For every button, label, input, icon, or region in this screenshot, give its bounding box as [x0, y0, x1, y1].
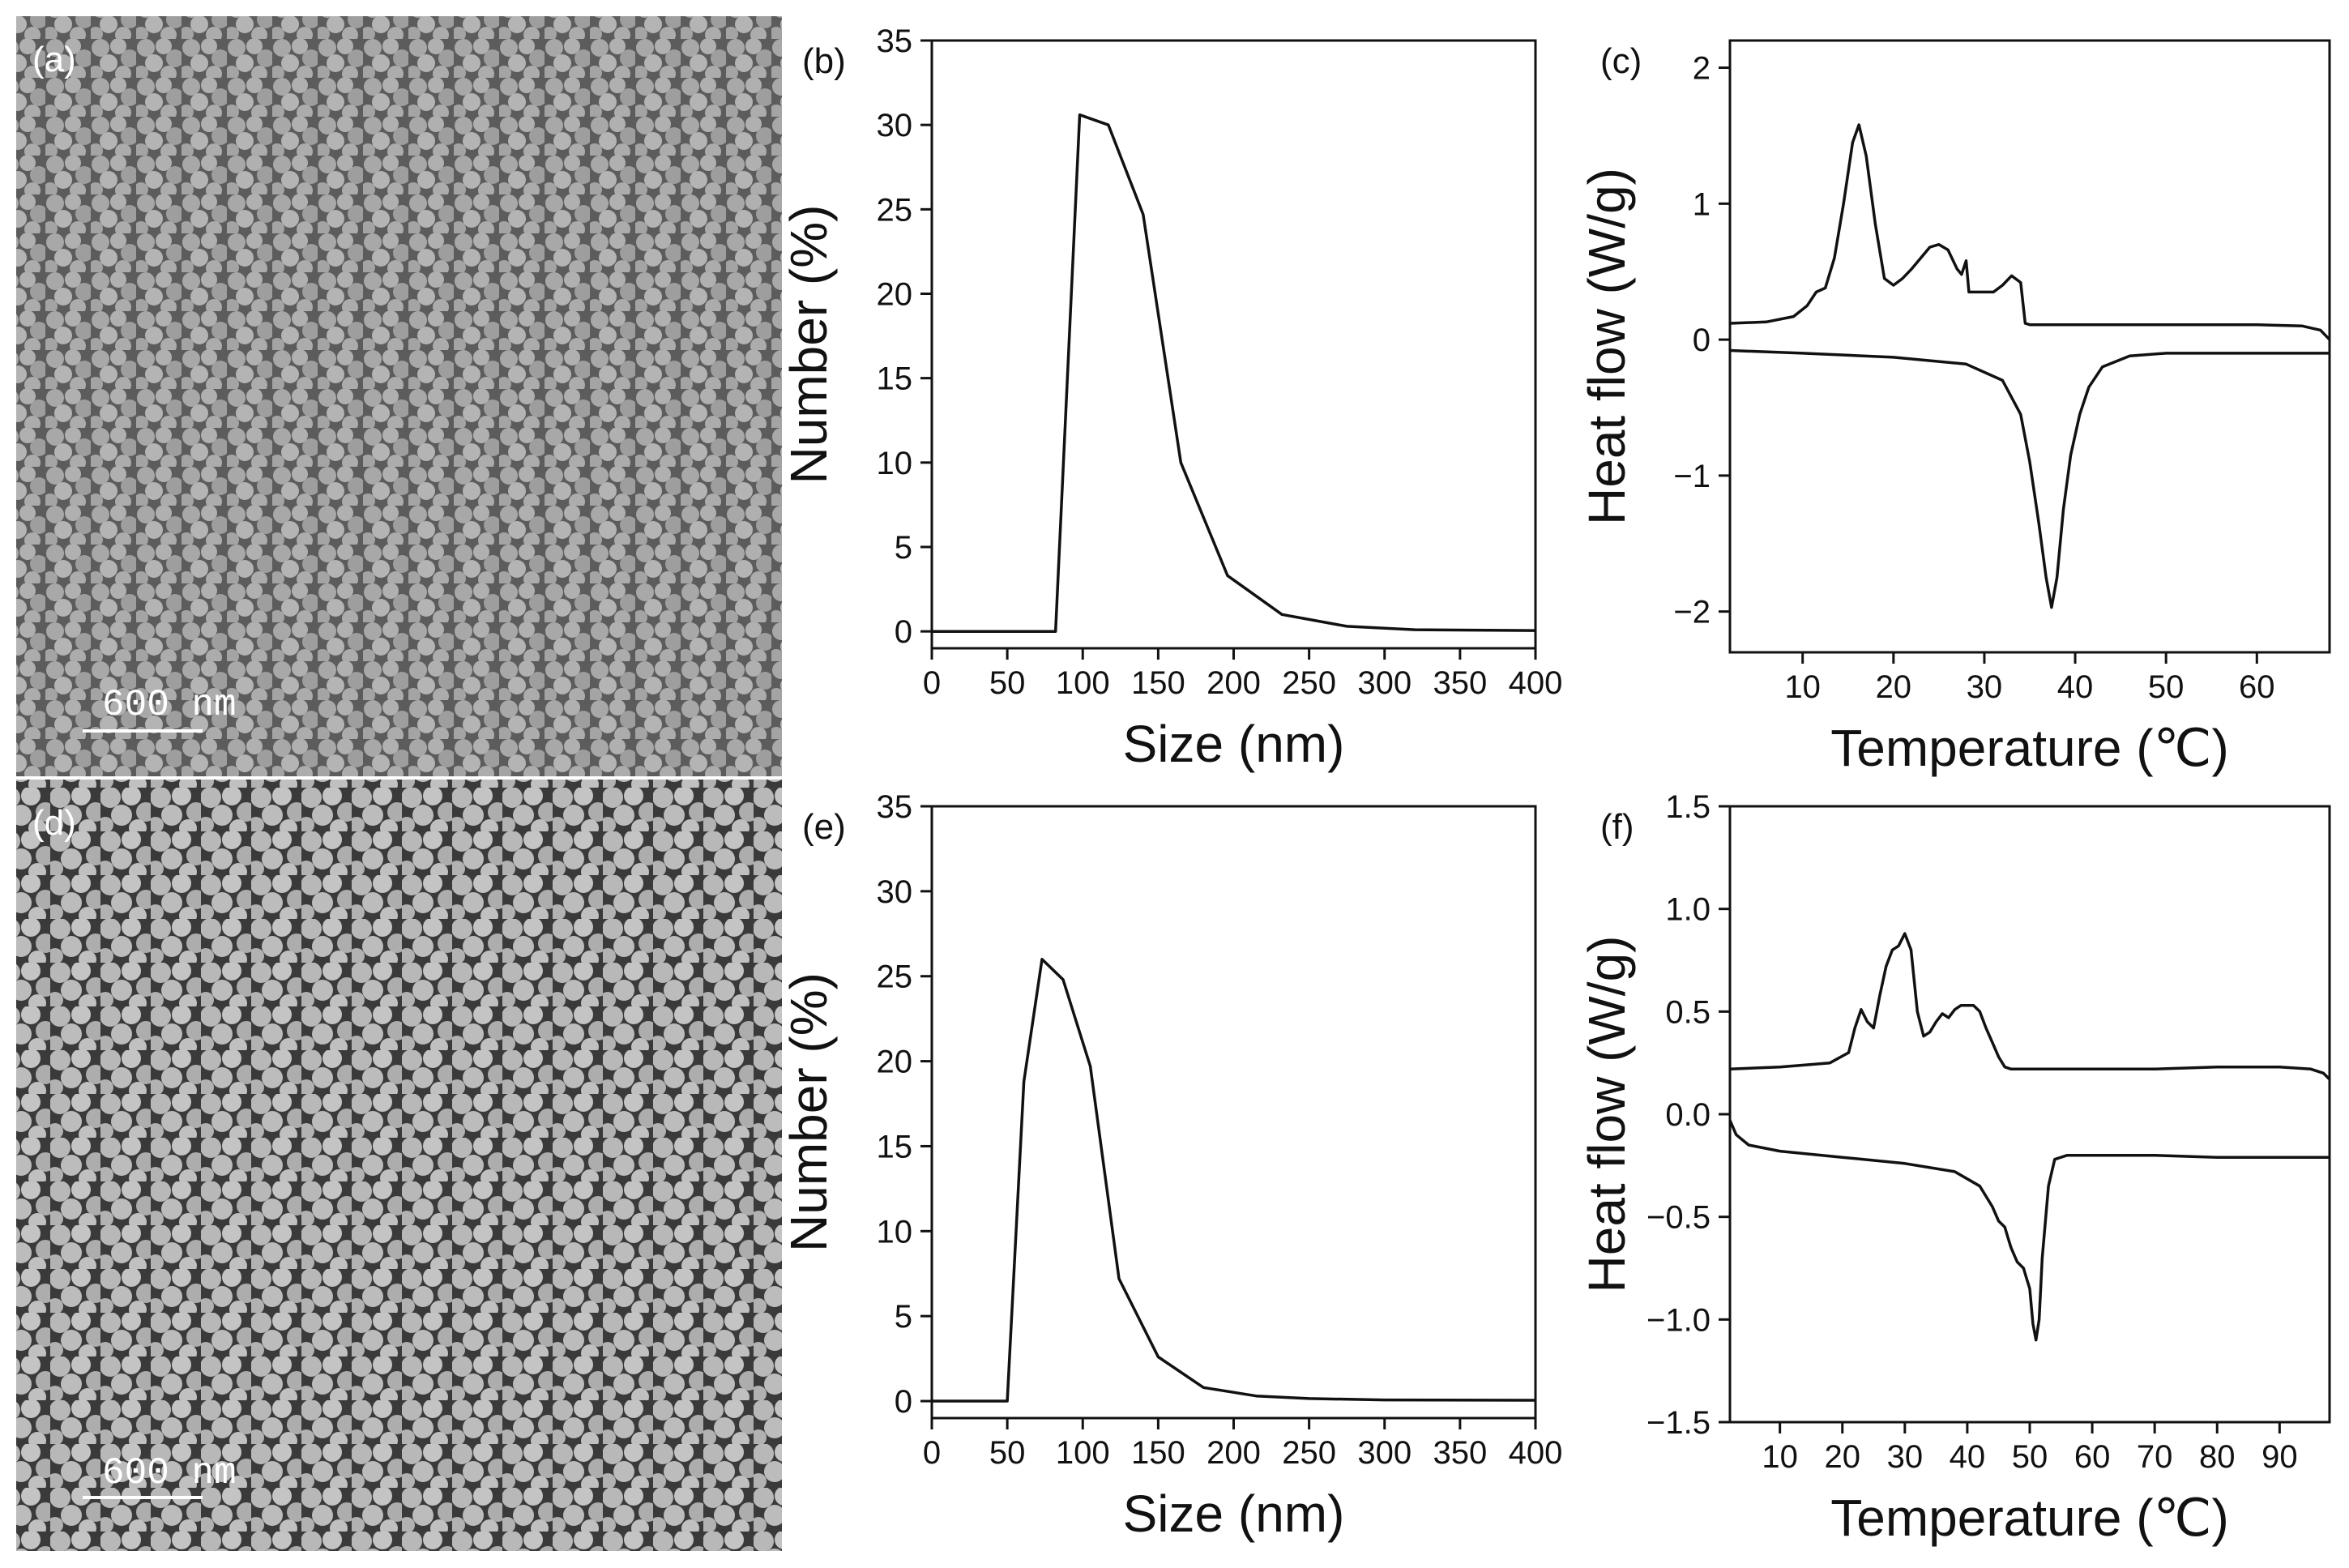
x-axis-label: Size (nm)	[1123, 715, 1345, 773]
x-tick-label: 20	[1825, 1439, 1861, 1475]
x-tick-label: 200	[1207, 665, 1261, 701]
y-tick-label: 0	[895, 1384, 912, 1420]
chart-e: 0 50 100 150 200 250 300 350 400 0 5 10 15 20 25 30 35 Si…	[779, 789, 1562, 1543]
plot-frame	[1728, 39, 2331, 654]
panel-letter-c: (c)	[1600, 41, 1642, 81]
panel-letter-d: (d)	[32, 803, 76, 843]
panel-letter-f: (f)	[1600, 807, 1634, 847]
scale-bar-label-a: 600 nm	[102, 684, 237, 726]
x-tick-label: 50	[2148, 669, 2185, 705]
y-tick-label: 1.0	[1665, 892, 1710, 928]
series-line-1	[1729, 932, 2331, 1081]
x-tick-label: 400	[1509, 665, 1563, 701]
y-tick-label: −1.5	[1646, 1405, 1710, 1441]
y-tick-label: 10	[877, 446, 913, 481]
x-tick-label: 100	[1056, 665, 1110, 701]
y-tick-label: −2	[1673, 595, 1710, 630]
x-tick-label: 200	[1207, 1435, 1261, 1471]
series-line-1	[932, 958, 1536, 1403]
chart-f: 10 20 30 40 50 60 70 80 90 −1.5 −1.0 −0.5 0.0 0.5 1.0 1…	[1578, 789, 2331, 1547]
y-tick-label: 30	[877, 874, 913, 910]
sem-image-a: (a) 600 nm	[16, 16, 782, 776]
y-axis-label: Heat flow (W/g)	[1578, 168, 1636, 525]
series-line-1	[1729, 123, 2331, 341]
y-axis-label: Heat flow (W/g)	[1578, 936, 1636, 1293]
x-tick-label: 100	[1056, 1435, 1110, 1471]
y-tick-label: 0	[895, 614, 912, 650]
x-tick-label: 350	[1433, 1435, 1488, 1471]
y-tick-label: 25	[877, 959, 913, 995]
x-tick-label: 30	[1887, 1439, 1924, 1475]
sem-image-d: (d) 600 nm	[16, 780, 782, 1551]
y-tick-label: −0.5	[1646, 1200, 1710, 1236]
x-axis-label: Temperature (℃)	[1830, 719, 2229, 777]
x-tick-label: 60	[2239, 669, 2275, 705]
series-line-1	[932, 113, 1536, 633]
x-tick-label: 400	[1509, 1435, 1563, 1471]
y-tick-label: 1	[1693, 186, 1710, 222]
plot-frame	[1728, 805, 2331, 1424]
x-tick-label: 40	[2057, 669, 2094, 705]
x-tick-label: 0	[923, 665, 941, 701]
x-tick-label: 300	[1357, 1435, 1412, 1471]
x-tick-label: 90	[2261, 1439, 2298, 1475]
x-tick-label: 50	[989, 665, 1026, 701]
y-tick-label: −1	[1673, 459, 1710, 494]
y-tick-label: 0.0	[1665, 1097, 1710, 1133]
y-tick-label: 20	[877, 1045, 913, 1080]
series-line-2	[1728, 1119, 2330, 1342]
y-tick-label: 30	[877, 108, 913, 143]
y-tick-label: 5	[895, 530, 912, 566]
x-tick-label: 50	[989, 1435, 1026, 1471]
y-tick-label: 35	[877, 789, 913, 825]
panel-letter-e: (e)	[802, 807, 846, 847]
chart-b: 0 50 100 150 200 250 300 350 400 0 5 10 15 20 25 30 35 Si…	[779, 23, 1562, 773]
x-tick-label: 40	[1950, 1439, 1986, 1475]
y-axis-label: Number (%)	[779, 972, 838, 1252]
y-tick-label: 1.5	[1665, 789, 1710, 825]
x-tick-label: 150	[1131, 1435, 1185, 1471]
x-tick-label: 350	[1433, 665, 1488, 701]
series-line-2	[1729, 348, 2330, 609]
x-tick-label: 20	[1876, 669, 1912, 705]
x-tick-label: 10	[1762, 1439, 1798, 1475]
x-tick-label: 250	[1282, 1435, 1336, 1471]
y-tick-label: 2	[1693, 51, 1710, 87]
y-axis-label: Number (%)	[779, 205, 838, 485]
y-tick-label: 20	[877, 277, 913, 313]
x-tick-label: 0	[923, 1435, 941, 1471]
panel-letter-b: (b)	[802, 41, 846, 81]
chart-c: 10 20 30 40 50 60 −2 −1 0 1 2 Temperature (℃) Heat f…	[1578, 39, 2331, 777]
y-tick-label: 15	[877, 1129, 913, 1164]
x-tick-label: 80	[2199, 1439, 2236, 1475]
scale-bar-label-d: 600 nm	[102, 1452, 237, 1494]
x-tick-label: 250	[1282, 665, 1336, 701]
x-tick-label: 50	[2012, 1439, 2048, 1475]
x-tick-label: 70	[2137, 1439, 2173, 1475]
y-tick-label: 0	[1693, 323, 1710, 358]
x-axis-label: Size (nm)	[1123, 1485, 1345, 1543]
y-tick-label: −1.0	[1646, 1302, 1710, 1338]
y-tick-label: 15	[877, 361, 913, 397]
y-tick-label: 5	[895, 1299, 912, 1335]
panel-letter-a: (a)	[32, 40, 76, 79]
y-tick-label: 25	[877, 192, 913, 228]
x-tick-label: 150	[1131, 665, 1185, 701]
y-tick-label: 10	[877, 1214, 913, 1250]
x-tick-label: 60	[2074, 1439, 2111, 1475]
x-tick-label: 10	[1784, 669, 1821, 705]
y-tick-label: 35	[877, 23, 913, 59]
y-tick-label: 0.5	[1665, 994, 1710, 1030]
x-tick-label: 30	[1967, 669, 2003, 705]
plot-frame	[930, 39, 1537, 650]
x-axis-label: Temperature (℃)	[1830, 1489, 2229, 1547]
x-tick-label: 300	[1357, 665, 1412, 701]
